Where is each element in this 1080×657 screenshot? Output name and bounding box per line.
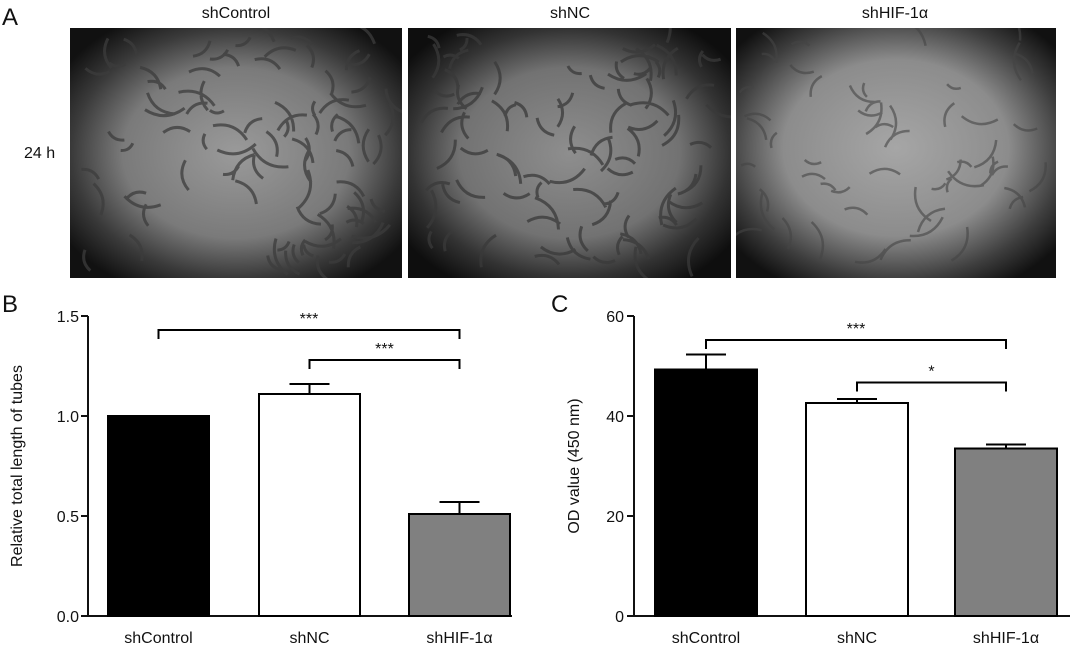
- chart-b-ytick-label-1: 0.5: [57, 509, 79, 526]
- chart-b-sig-bracket-1: [308, 359, 461, 369]
- chart-b-xtick-label-2: shHIF-1α: [426, 630, 492, 647]
- chart-c-ytick-label-3: 60: [606, 309, 624, 326]
- chart-b-xtick-label-0: shControl: [124, 630, 192, 647]
- micro-image-shnc: [408, 28, 731, 278]
- chart-b-sig-label-0: ***: [300, 311, 319, 328]
- chart-c-y-label: OD value (450 nm): [566, 398, 583, 533]
- chart-b-bar-0: [107, 415, 210, 617]
- chart-b-sig-label-1: ***: [375, 341, 394, 358]
- chart-c-ytick-label-1: 20: [606, 509, 624, 526]
- chart-b-y-label: Relative total length of tubes: [9, 365, 26, 567]
- chart-c-xtick-label-0: shControl: [672, 630, 740, 647]
- chart-c-ytick-label-2: 40: [606, 409, 624, 426]
- chart-b-ytick-label-2: 1.0: [57, 409, 79, 426]
- panel-a-letter: A: [2, 4, 19, 31]
- chart-c-sig-label-1: *: [928, 364, 934, 381]
- chart-c-sig-bracket-1: [856, 381, 1007, 392]
- chart-c-bar-2: [954, 447, 1058, 617]
- chart-b-ytick-label-0: 0.0: [57, 609, 79, 626]
- chart-b-bar-1: [258, 393, 361, 617]
- chart-c-xtick-label-2: shHIF-1α: [973, 630, 1039, 647]
- micro-title-shcontrol: shControl: [201, 5, 271, 22]
- micro-title-shhif: shHIF-1α: [861, 5, 929, 22]
- chart-b-ytick-label-3: 1.5: [57, 309, 79, 326]
- panel-b-letter: B: [2, 291, 19, 318]
- chart-b-bar-2: [408, 513, 511, 617]
- micro-title-shnc: shNC: [549, 5, 590, 22]
- chart-c-sig-bracket-0: [705, 339, 1007, 349]
- micro-row-label: 24 h: [24, 145, 56, 162]
- panel-c-letter: C: [551, 291, 569, 318]
- chart-c-bar-0: [654, 368, 758, 617]
- chart-b-xtick-label-1: shNC: [289, 630, 329, 647]
- chart-c-bar-1: [805, 402, 909, 617]
- chart-c-sig-label-0: ***: [847, 321, 866, 338]
- chart-b-sig-bracket-0: [157, 329, 461, 339]
- chart-c-ytick-label-0: 0: [615, 609, 624, 626]
- micro-image-shcontrol: [70, 28, 402, 278]
- chart-c-xtick-label-1: shNC: [837, 630, 877, 647]
- micro-image-shhif: [736, 28, 1056, 278]
